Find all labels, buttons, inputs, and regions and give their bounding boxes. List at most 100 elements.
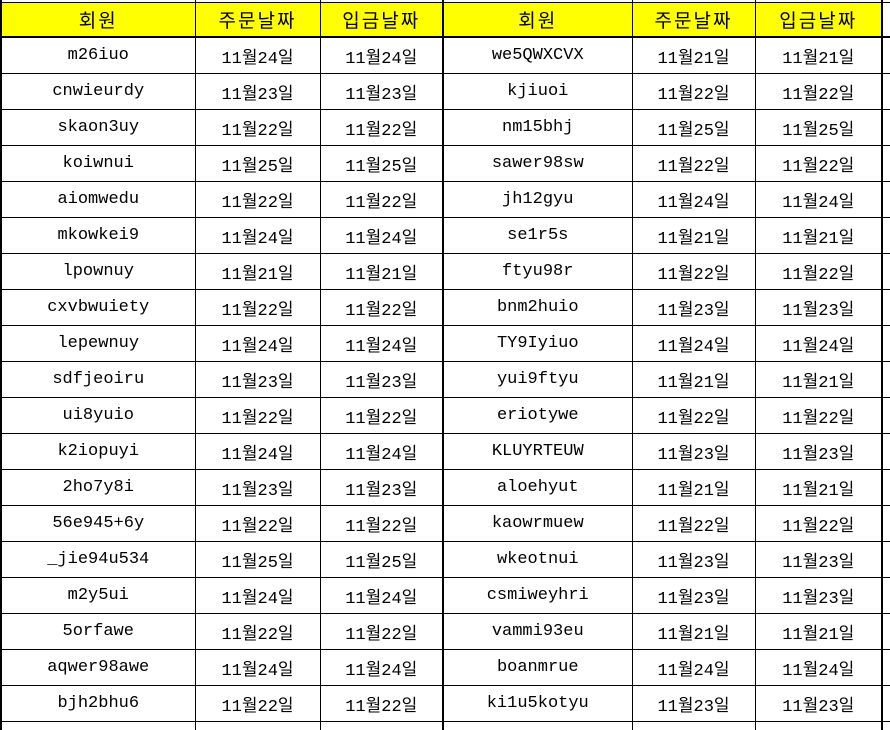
cell-member-left[interactable]: koiwnui bbox=[0, 145, 196, 182]
cell-member-right[interactable]: se1r5s bbox=[442, 217, 633, 254]
cell-deposit-date-right[interactable]: 11월24일 bbox=[754, 325, 883, 362]
cell-order-date-left[interactable]: 11월22일 bbox=[194, 613, 321, 650]
cell-member-right[interactable]: TY9Iyiuo bbox=[442, 325, 633, 362]
cell-member-right[interactable]: boanmrue bbox=[442, 649, 633, 686]
cell-order-date-left[interactable]: 11월21일 bbox=[194, 253, 321, 290]
cell-member-right[interactable]: KLUYRTEUW bbox=[442, 433, 633, 470]
cell-order-date-right[interactable]: 11월21일 bbox=[631, 217, 756, 254]
cell-deposit-date-right[interactable]: 11월22일 bbox=[754, 253, 883, 290]
cell-member-left[interactable]: aqwer98awe bbox=[0, 649, 196, 686]
cell-deposit-date-right[interactable]: 11월23일 bbox=[754, 577, 883, 614]
cell-member-right[interactable]: kjiuoi bbox=[442, 73, 633, 110]
header-order-date-left[interactable]: 주문날짜 bbox=[194, 2, 321, 38]
cell-order-date-right[interactable]: 11월22일 bbox=[631, 73, 756, 110]
cell-member-left[interactable]: sdfjeoiru bbox=[0, 361, 196, 398]
cell-order-date-right[interactable]: 11월22일 bbox=[631, 397, 756, 434]
cell-order-date-right[interactable]: 11월21일 bbox=[631, 361, 756, 398]
cell-deposit-date-left[interactable]: 11월21일 bbox=[319, 253, 444, 290]
cell-order-date-left[interactable]: 11월23일 bbox=[194, 73, 321, 110]
cell-member-right[interactable]: bnm2huio bbox=[442, 289, 633, 326]
cell-deposit-date-left[interactable]: 11월25일 bbox=[319, 541, 444, 578]
cell-member-right[interactable]: nm15bhj bbox=[442, 109, 633, 146]
cell-member-right[interactable]: ftyu98r bbox=[442, 253, 633, 290]
cell-order-date-right[interactable]: 11월23일 bbox=[631, 433, 756, 470]
header-deposit-date-right[interactable]: 입금날짜 bbox=[754, 2, 883, 38]
cell-order-date-left[interactable]: 11월23일 bbox=[194, 361, 321, 398]
cell-deposit-date-left[interactable]: 11월22일 bbox=[319, 397, 444, 434]
cell-deposit-date-left[interactable]: 11월24일 bbox=[319, 325, 444, 362]
cell-deposit-date-right[interactable]: 11월23일 bbox=[754, 433, 883, 470]
cell-member-left[interactable]: cnwieurdy bbox=[0, 73, 196, 110]
cell-order-date-left[interactable]: 11월22일 bbox=[194, 505, 321, 542]
cell-member-left[interactable]: lepewnuy bbox=[0, 325, 196, 362]
cell-member-left[interactable]: bjh2bhu6 bbox=[0, 685, 196, 722]
cell-member-left[interactable]: lpownuy bbox=[0, 253, 196, 290]
cell-order-date-right[interactable]: 11월24일 bbox=[631, 325, 756, 362]
cell-deposit-date-right[interactable]: 11월22일 bbox=[754, 145, 883, 182]
cell-deposit-date-right[interactable]: 11월21일 bbox=[754, 613, 883, 650]
cell-deposit-date-right[interactable]: 11월22일 bbox=[754, 73, 883, 110]
cell-deposit-date-left[interactable]: 11월24일 bbox=[319, 36, 444, 74]
cell-deposit-date-left[interactable]: 11월22일 bbox=[319, 181, 444, 218]
cell-member-left[interactable]: skaon3uy bbox=[0, 109, 196, 146]
cell-order-date-right[interactable]: 11월25일 bbox=[631, 109, 756, 146]
cell-member-right[interactable]: yui9ftyu bbox=[442, 361, 633, 398]
cell-deposit-date-right[interactable]: 11월23일 bbox=[754, 541, 883, 578]
cell-deposit-date-left[interactable]: 11월22일 bbox=[319, 289, 444, 326]
cell-deposit-date-right[interactable]: 11월22일 bbox=[754, 397, 883, 434]
cell-member-right[interactable]: we5QWXCVX bbox=[442, 36, 633, 74]
cell-order-date-left[interactable]: 11월22일 bbox=[194, 109, 321, 146]
cell-member-left[interactable]: mkowkei9 bbox=[0, 217, 196, 254]
cell-deposit-date-right[interactable]: 11월21일 bbox=[754, 469, 883, 506]
cell-deposit-date-left[interactable]: 11월22일 bbox=[319, 109, 444, 146]
cell-order-date-right[interactable]: 11월21일 bbox=[631, 613, 756, 650]
header-order-date-right[interactable]: 주문날짜 bbox=[631, 2, 756, 38]
cell-order-date-right[interactable]: 11월21일 bbox=[631, 469, 756, 506]
cell-deposit-date-right[interactable]: 11월22일 bbox=[754, 505, 883, 542]
cell-member-right[interactable]: csmiweyhri bbox=[442, 577, 633, 614]
cell-order-date-left[interactable]: 11월24일 bbox=[194, 577, 321, 614]
cell-member-right[interactable]: sawer98sw bbox=[442, 145, 633, 182]
cell-member-left[interactable]: _jie94u534 bbox=[0, 541, 196, 578]
cell-order-date-left[interactable]: 11월25일 bbox=[194, 541, 321, 578]
cell-deposit-date-left[interactable]: 11월25일 bbox=[319, 145, 444, 182]
cell-deposit-date-right[interactable]: 11월21일 bbox=[754, 361, 883, 398]
cell-order-date-right[interactable]: 11월23일 bbox=[631, 577, 756, 614]
cell-order-date-left[interactable]: 11월24일 bbox=[194, 36, 321, 74]
cell-order-date-left[interactable]: 11월23일 bbox=[194, 469, 321, 506]
cell-order-date-right[interactable]: 11월24일 bbox=[631, 649, 756, 686]
cell-member-right[interactable]: aloehyut bbox=[442, 469, 633, 506]
cell-member-right[interactable]: ki1u5kotyu bbox=[442, 685, 633, 722]
cell-deposit-date-right[interactable]: 11월23일 bbox=[754, 289, 883, 326]
cell-order-date-left[interactable]: 11월22일 bbox=[194, 685, 321, 722]
cell-order-date-left[interactable]: 11월24일 bbox=[194, 325, 321, 362]
cell-order-date-right[interactable]: 11월21일 bbox=[631, 36, 756, 74]
cell-deposit-date-left[interactable]: 11월22일 bbox=[319, 505, 444, 542]
cell-deposit-date-left[interactable]: 11월24일 bbox=[319, 433, 444, 470]
cell-member-right[interactable]: jh12gyu bbox=[442, 181, 633, 218]
cell-deposit-date-right[interactable]: 11월24일 bbox=[754, 181, 883, 218]
cell-member-left[interactable]: 5orfawe bbox=[0, 613, 196, 650]
cell-member-left[interactable]: ui8yuio bbox=[0, 397, 196, 434]
cell-member-left[interactable]: 2ho7y8i bbox=[0, 469, 196, 506]
cell-member-right[interactable]: vammi93eu bbox=[442, 613, 633, 650]
cell-member-left[interactable]: cxvbwuiety bbox=[0, 289, 196, 326]
cell-member-right[interactable]: kaowrmuew bbox=[442, 505, 633, 542]
cell-order-date-left[interactable]: 11월22일 bbox=[194, 289, 321, 326]
cell-order-date-left[interactable]: 11월25일 bbox=[194, 145, 321, 182]
cell-member-left[interactable]: m2y5ui bbox=[0, 577, 196, 614]
cell-order-date-right[interactable]: 11월22일 bbox=[631, 253, 756, 290]
cell-deposit-date-right[interactable]: 11월23일 bbox=[754, 685, 883, 722]
cell-order-date-right[interactable]: 11월22일 bbox=[631, 145, 756, 182]
cell-member-right[interactable]: eriotywe bbox=[442, 397, 633, 434]
cell-order-date-left[interactable]: 11월22일 bbox=[194, 397, 321, 434]
cell-member-left[interactable]: aiomwedu bbox=[0, 181, 196, 218]
cell-deposit-date-right[interactable]: 11월25일 bbox=[754, 109, 883, 146]
cell-order-date-right[interactable]: 11월23일 bbox=[631, 289, 756, 326]
cell-order-date-right[interactable]: 11월24일 bbox=[631, 181, 756, 218]
cell-member-left[interactable]: 56e945+6y bbox=[0, 505, 196, 542]
cell-deposit-date-left[interactable]: 11월24일 bbox=[319, 217, 444, 254]
cell-deposit-date-right[interactable]: 11월24일 bbox=[754, 649, 883, 686]
header-member-right[interactable]: 회원 bbox=[442, 2, 633, 38]
cell-member-right[interactable]: wkeotnui bbox=[442, 541, 633, 578]
